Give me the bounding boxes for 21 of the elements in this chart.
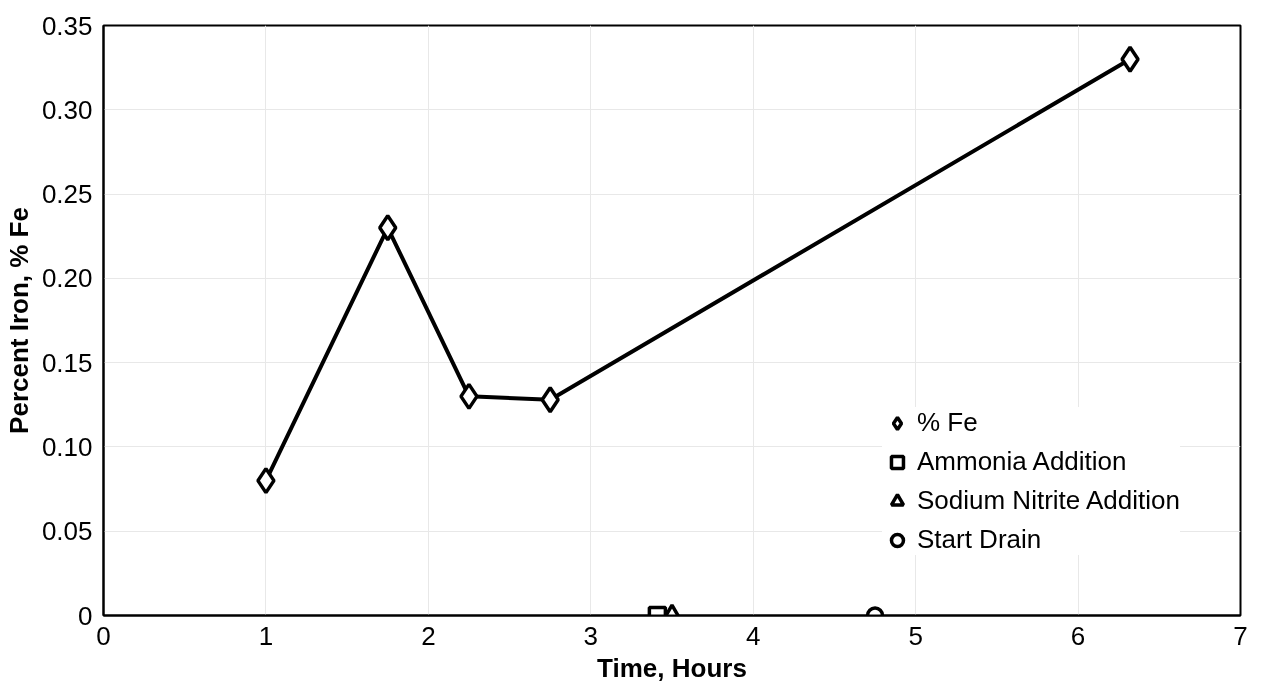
y-tick-label: 0.20 — [41, 263, 93, 294]
legend-label: % Fe — [916, 407, 978, 438]
legend-label: Sodium Nitrite Addition — [916, 485, 1180, 516]
legend-label: Start Drain — [916, 524, 1042, 555]
y-tick-label: 0.25 — [41, 179, 93, 210]
y-axis-title: Percent Iron, % Fe — [3, 207, 34, 434]
y-tick-label: 0.35 — [41, 10, 93, 41]
x-tick-label: 5 — [908, 620, 923, 651]
x-tick-label: 3 — [583, 620, 599, 651]
y-tick-label: 0.15 — [41, 347, 93, 378]
y-tick-label: 0.30 — [41, 94, 93, 125]
x-tick-label: 7 — [1233, 620, 1248, 651]
x-axis-title: Time, Hours — [597, 652, 747, 683]
x-tick-label: 6 — [1070, 620, 1086, 651]
x-tick-label: 2 — [421, 620, 436, 651]
x-tick-label: 1 — [258, 620, 274, 651]
legend-label: Ammonia Addition — [916, 446, 1127, 477]
x-tick-label: 4 — [745, 620, 761, 651]
y-tick-label: 0 — [78, 600, 93, 631]
y-tick-label: 0.10 — [41, 431, 93, 462]
y-tick-label: 0.05 — [41, 516, 93, 547]
